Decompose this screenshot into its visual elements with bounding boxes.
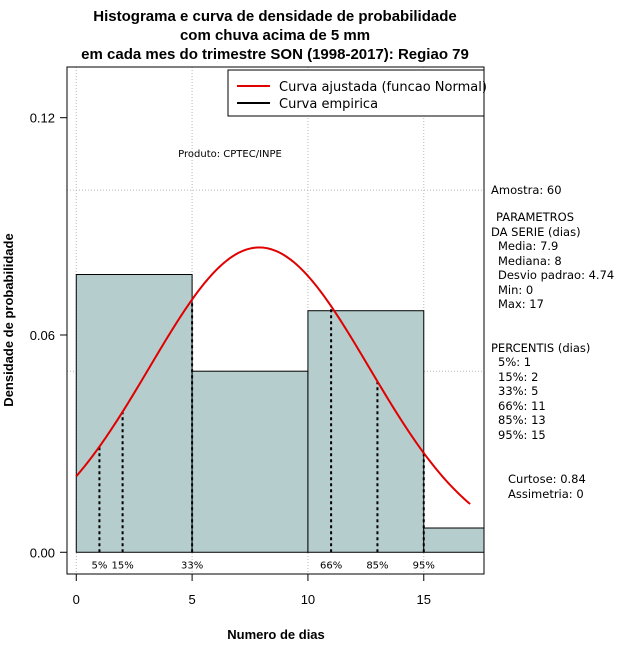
percentil-15: 15%: 2 [498,370,538,384]
legend-label-empirical: Curva empirica [279,97,378,112]
y-tick-label: 0.00 [30,545,55,560]
histogram-bar [191,370,309,553]
legend: Curva ajustada (funcao Normal) Curva emp… [227,69,487,117]
percentile-label: 5% [91,560,107,571]
histogram-bar [75,274,193,553]
curtose-value: Curtose: 0.84 [508,472,586,486]
y-axis: 0.00 0.06 0.12 [30,111,67,560]
param-median: Mediana: 8 [498,254,562,268]
y-axis-label: Densidade de probabilidade [1,233,16,406]
x-tick-label: 10 [301,592,315,607]
params-header-2: DA SERIE (dias) [491,225,581,239]
legend-label-fit: Curva ajustada (funcao Normal) [279,80,487,95]
chart-title-line-1: Histograma e curva de densidade de proba… [93,8,456,25]
plot-frame [66,66,485,575]
histogram-bars [75,274,485,553]
y-tick-label: 0.12 [30,111,55,126]
percentile-label: 15% [111,560,133,571]
x-tick-label: 15 [417,592,431,607]
percentile-label: 66% [320,560,342,571]
x-axis-label: Numero de dias [227,627,325,642]
normal-fit-curve [75,246,471,505]
percentil-95: 95%: 15 [498,428,546,442]
percentile-lines [98,299,425,553]
product-annotation: Produto: CPTEC/INPE [178,149,282,160]
x-axis: 0 5 10 15 [73,574,431,607]
x-tick-label: 5 [188,592,195,607]
percentile-label: 95% [413,560,435,571]
histogram-bar [423,527,485,553]
percentile-label: 85% [366,560,388,571]
sample-size: Amostra: 60 [491,183,562,197]
params-header-1: PARAMETROS [496,210,574,224]
percentile-label: 33% [181,560,203,571]
percentil-33: 33%: 5 [498,384,538,398]
percentil-85: 85%: 13 [498,413,546,427]
y-tick-label: 0.06 [30,328,55,343]
chart-title-line-3: em cada mes do trimestre SON (1998-2017)… [81,46,469,63]
histogram-bar [307,310,425,553]
percentil-5: 5%: 1 [498,355,531,369]
percentis-header: PERCENTIS (dias) [491,341,590,355]
param-min: Min: 0 [498,283,533,297]
param-mean: Media: 7.9 [498,239,558,253]
chart-title-line-2: com chuva acima de 5 mm [180,27,370,44]
stats-panel: Amostra: 60 PARAMETROS DA SERIE (dias) M… [491,183,614,501]
percentile-labels: 5% 15% 33% 66% 85% 95% [91,560,434,571]
legend-box [227,69,485,117]
assimetria-value: Assimetria: 0 [508,487,584,501]
percentil-66: 66%: 11 [498,399,546,413]
param-sd: Desvio padrao: 4.74 [498,268,614,282]
param-max: Max: 17 [498,297,544,311]
x-tick-label: 0 [73,592,80,607]
